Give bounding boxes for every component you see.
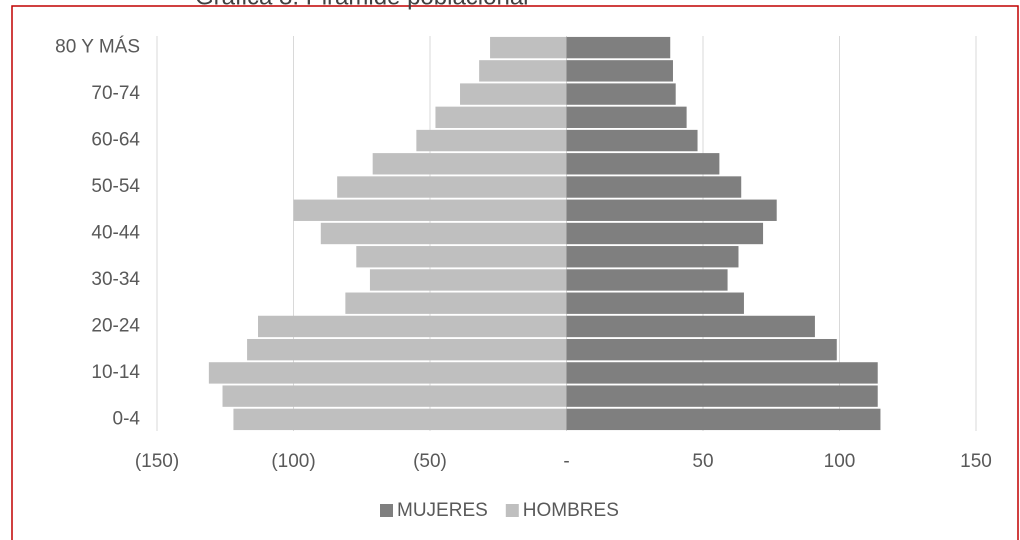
bar xyxy=(566,176,742,198)
x-tick-label: 50 xyxy=(692,451,713,472)
bar xyxy=(293,199,567,221)
x-tick-label: (100) xyxy=(271,451,315,472)
bar xyxy=(337,176,567,198)
bar xyxy=(566,129,698,152)
x-tick-label: - xyxy=(563,451,569,472)
bar xyxy=(372,153,567,175)
legend-label: HOMBRES xyxy=(523,500,619,521)
x-tick-label: 150 xyxy=(960,451,992,472)
bar xyxy=(435,106,567,129)
y-tick-label: 0-4 xyxy=(113,408,141,429)
bar xyxy=(460,83,567,105)
y-tick-label: 10-14 xyxy=(91,362,140,383)
bar xyxy=(566,199,777,221)
bar xyxy=(566,83,676,105)
bar xyxy=(566,222,764,245)
bar xyxy=(566,385,878,407)
frame xyxy=(11,5,1019,540)
y-tick-label: 80 Y MÁS xyxy=(55,37,140,58)
bar xyxy=(566,292,744,314)
bar xyxy=(222,385,567,407)
bar xyxy=(566,246,739,268)
y-tick-label: 60-64 xyxy=(91,130,140,151)
bar xyxy=(233,408,567,431)
legend-swatch xyxy=(380,504,393,517)
bar xyxy=(356,246,567,268)
legend-label: MUJERES xyxy=(397,500,488,521)
bar xyxy=(247,338,567,361)
bar xyxy=(566,106,687,129)
y-tick-label: 20-24 xyxy=(91,315,140,336)
bar xyxy=(416,129,567,152)
bar xyxy=(566,269,728,291)
bar xyxy=(479,60,567,82)
bar xyxy=(345,292,567,314)
bar xyxy=(566,362,878,384)
bar xyxy=(320,222,567,245)
bar xyxy=(566,36,671,59)
bar xyxy=(566,153,720,175)
bar xyxy=(566,315,815,338)
bar xyxy=(566,60,673,82)
y-tick-label: 50-54 xyxy=(91,176,140,197)
y-tick-label: 30-34 xyxy=(91,269,140,290)
x-tick-label: (50) xyxy=(413,451,447,472)
bar xyxy=(566,338,837,361)
x-tick-label: 100 xyxy=(824,451,856,472)
bar xyxy=(566,408,881,431)
bar xyxy=(490,36,567,59)
bar xyxy=(369,269,567,291)
bar xyxy=(208,362,567,384)
y-tick-label: 70-74 xyxy=(91,83,140,104)
bar xyxy=(258,315,567,338)
legend-swatch xyxy=(505,504,519,517)
x-tick-label: (150) xyxy=(135,451,179,472)
y-tick-label: 40-44 xyxy=(91,223,140,244)
chart-title: Gráfica 3. Pirámide poblacional xyxy=(195,0,529,10)
